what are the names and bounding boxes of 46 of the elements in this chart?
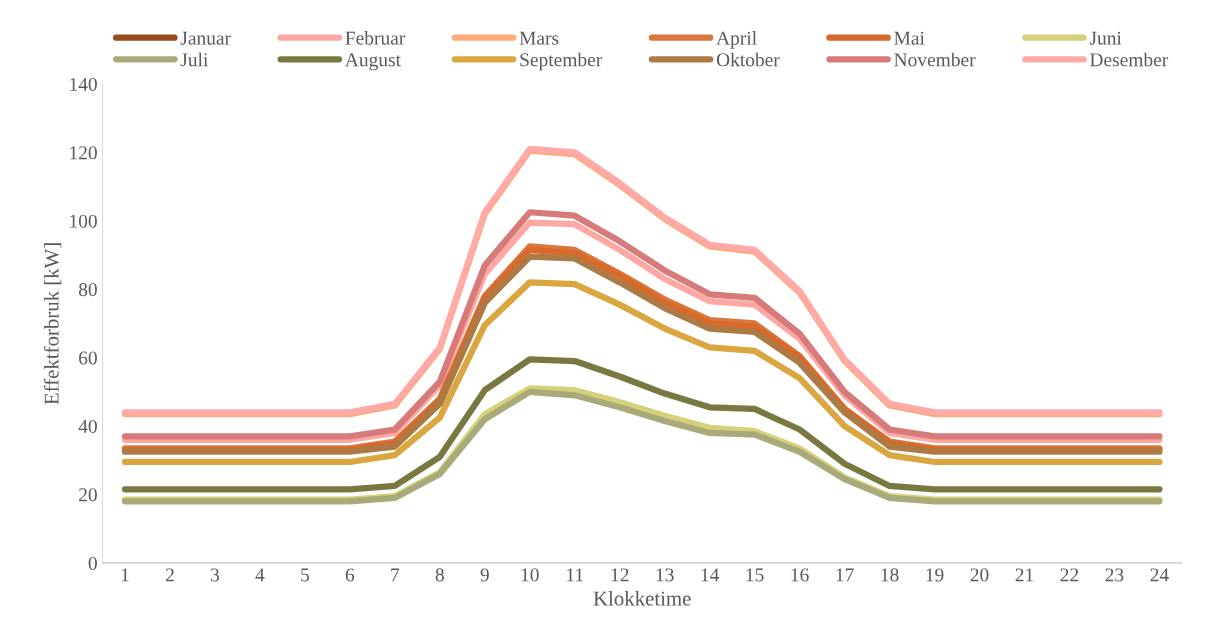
x-tick-label: 17 <box>836 568 854 582</box>
legend-label: April <box>716 31 757 49</box>
legend-label: Oktober <box>716 52 780 67</box>
x-tick-label: 13 <box>656 568 674 582</box>
x-tick-label: 10 <box>521 568 539 582</box>
x-tick-label: 4 <box>255 568 265 582</box>
x-tick-label: 18 <box>881 568 899 582</box>
legend-label: Januar <box>180 31 231 45</box>
x-tick-label: 20 <box>970 568 989 582</box>
y-tick-label: 40 <box>78 419 97 434</box>
legend-label: Februar <box>345 31 406 45</box>
x-tick-label: 7 <box>391 568 400 582</box>
y-tick-label: 100 <box>70 214 97 228</box>
legend-label: August <box>345 53 401 71</box>
y-tick-label: 80 <box>78 283 97 297</box>
legend-label: Mai <box>894 31 925 45</box>
legend-label: Desember <box>1090 52 1169 67</box>
y-tick-label: 20 <box>79 488 97 502</box>
x-tick-label: 19 <box>926 568 944 582</box>
x-axis-title: Klokketime <box>593 590 691 606</box>
x-tick-label: 11 <box>567 568 583 582</box>
y-tick-label: 120 <box>70 146 97 160</box>
x-tick-label: 23 <box>1105 568 1124 582</box>
x-tick-label: 5 <box>301 568 309 582</box>
y-tick-label: 60 <box>79 351 97 365</box>
x-tick-label: 14 <box>701 568 720 582</box>
y-axis-title: Effektforbruk [kW] <box>43 243 62 405</box>
x-tick-label: 1 <box>121 568 129 582</box>
x-tick-label: 8 <box>435 568 444 582</box>
x-tick-label: 16 <box>791 568 809 582</box>
legend-label: September <box>520 52 603 71</box>
x-tick-label: 12 <box>611 568 629 582</box>
x-tick-label: 2 <box>165 568 174 582</box>
legend-label: November <box>894 52 976 67</box>
y-tick-label: 0 <box>88 556 97 570</box>
x-tick-label: 9 <box>480 568 489 582</box>
x-tick-label: 15 <box>746 568 764 582</box>
legend-label: Mars <box>519 31 559 45</box>
x-tick-label: 6 <box>345 568 355 582</box>
x-tick-label: 3 <box>211 568 220 582</box>
y-tick-label: 140 <box>70 77 97 91</box>
x-tick-label: 22 <box>1060 568 1079 582</box>
legend-label: Juni <box>1089 31 1122 45</box>
legend-label: Juli <box>180 52 209 67</box>
x-tick-label: 21 <box>1015 568 1034 582</box>
x-tick-label: 24 <box>1150 568 1169 582</box>
